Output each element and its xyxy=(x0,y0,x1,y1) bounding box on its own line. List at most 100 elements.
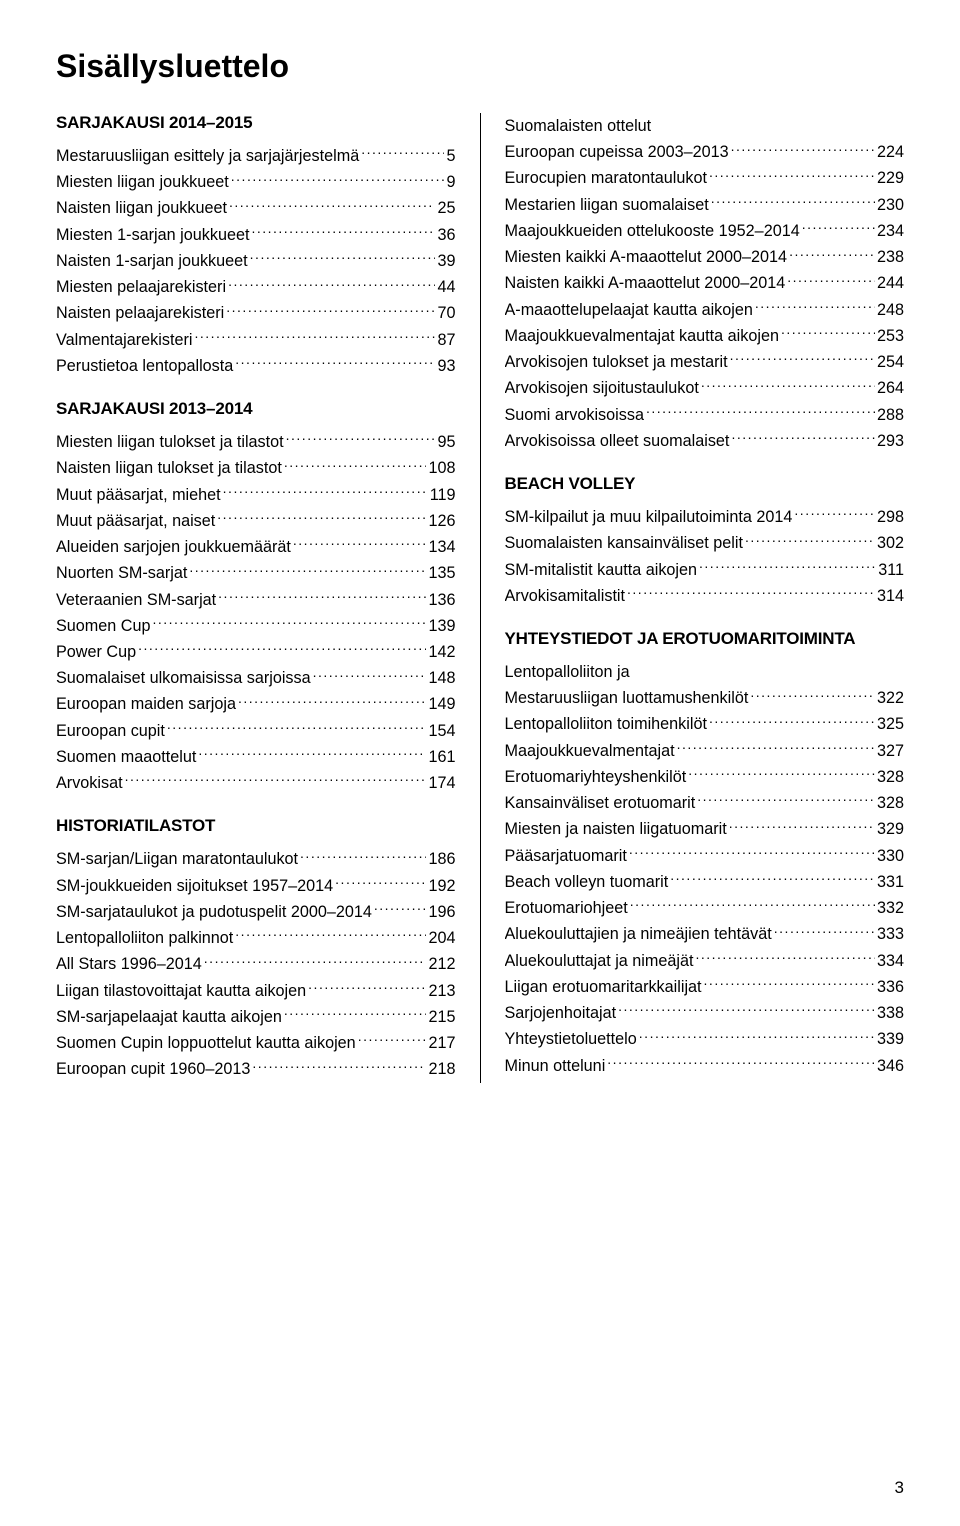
toc-page: 36 xyxy=(437,222,455,248)
toc-page: 192 xyxy=(428,873,455,899)
toc-dots xyxy=(789,246,875,262)
toc-row: Naisten liigan tulokset ja tilastot108 xyxy=(56,455,456,481)
toc-row: Erotuomariohjeet332 xyxy=(505,895,905,921)
page-title: Sisällysluettelo xyxy=(56,48,904,85)
toc-page: 339 xyxy=(877,1026,904,1052)
toc-page: 327 xyxy=(877,738,904,764)
toc-label: Euroopan cupeissa 2003–2013 xyxy=(505,139,729,165)
toc-dots xyxy=(627,585,875,601)
toc-label: Sarjojenhoitajat xyxy=(505,1000,617,1026)
toc-dots xyxy=(704,976,875,992)
toc-page: 224 xyxy=(877,139,904,165)
toc-label: Aluekouluttajien ja nimeäjien tehtävät xyxy=(505,921,772,947)
toc-row: Sarjojenhoitajat 338 xyxy=(505,1000,905,1026)
toc-page: 346 xyxy=(877,1053,904,1079)
toc-dots xyxy=(300,848,426,864)
toc-row: Euroopan cupeissa 2003–2013 224 xyxy=(505,139,905,165)
toc-page: 338 xyxy=(877,1000,904,1026)
toc-dots xyxy=(755,298,875,314)
toc-page: 119 xyxy=(430,482,456,508)
toc-row: SM-sarjan/Liigan maratontaulukot186 xyxy=(56,846,456,872)
toc-page: 196 xyxy=(428,899,455,925)
toc-page: 213 xyxy=(428,978,455,1004)
toc-dots xyxy=(697,792,875,808)
toc-label: Aluekouluttajat ja nimeäjät xyxy=(505,948,694,974)
toc-row: Aluekouluttajat ja nimeäjät 334 xyxy=(505,948,905,974)
toc-dots xyxy=(125,772,427,788)
toc-label: Arvokisoissa olleet suomalaiset xyxy=(505,428,730,454)
toc-label: Erotuomariohjeet xyxy=(505,895,628,921)
toc-page: 298 xyxy=(877,504,904,530)
toc-label: Naisten 1-sarjan joukkueet xyxy=(56,248,248,274)
toc-label: Eurocupien maratontaulukot xyxy=(505,165,707,191)
toc-row: Arvokisojen sijoitustaulukot264 xyxy=(505,375,905,401)
toc-label: Minun otteluni xyxy=(505,1053,606,1079)
toc-row: Liigan tilastovoittajat kautta aikojen21… xyxy=(56,978,456,1004)
toc-label: SM-sarjataulukot ja pudotuspelit 2000–20… xyxy=(56,899,372,925)
toc-dots xyxy=(335,874,426,890)
toc-dots xyxy=(618,1002,875,1018)
toc-page: 264 xyxy=(877,375,904,401)
toc-page: 325 xyxy=(877,711,904,737)
toc-page: 230 xyxy=(877,192,904,218)
toc-row: Lentopalloliiton palkinnot204 xyxy=(56,925,456,951)
toc-row: SM-sarjapelaajat kautta aikojen215 xyxy=(56,1004,456,1030)
toc-row: Arvokisat174 xyxy=(56,770,456,796)
toc-page: 134 xyxy=(428,534,455,560)
toc-page: 108 xyxy=(428,455,455,481)
toc-row: Naisten pelaajarekisteri70 xyxy=(56,300,456,326)
toc-page: 334 xyxy=(877,948,904,974)
toc-page: 238 xyxy=(877,244,904,270)
toc-page: 234 xyxy=(877,218,904,244)
toc-label: Miesten liigan tulokset ja tilastot xyxy=(56,429,284,455)
toc-label: SM-joukkueiden sijoitukset 1957–2014 xyxy=(56,873,333,899)
toc-row: Arvokisoissa olleet suomalaiset293 xyxy=(505,428,905,454)
toc-label: Miesten 1-sarjan joukkueet xyxy=(56,222,249,248)
toc-label: Muut pääsarjat, naiset xyxy=(56,508,215,534)
toc-row: Valmentajarekisteri87 xyxy=(56,327,456,353)
toc-label: Beach volleyn tuomarit xyxy=(505,869,669,895)
toc-row: Miesten kaikki A-maaottelut 2000–2014238 xyxy=(505,244,905,270)
toc-page: 149 xyxy=(428,691,455,717)
toc-row: Suomen Cup139 xyxy=(56,613,456,639)
toc-dots xyxy=(358,1032,427,1048)
toc-dots xyxy=(204,953,427,969)
toc-label: Nuorten SM-sarjat xyxy=(56,560,187,586)
toc-label: Power Cup xyxy=(56,639,136,665)
toc-page: 212 xyxy=(428,951,455,977)
toc-row: Minun otteluni 346 xyxy=(505,1053,905,1079)
toc-label: Veteraanien SM-sarjat xyxy=(56,587,216,613)
toc-dots xyxy=(226,302,435,318)
toc-dots xyxy=(630,897,875,913)
toc-dots xyxy=(709,713,875,729)
toc-label: Miesten ja naisten liigatuomarit xyxy=(505,816,727,842)
toc-page: 9 xyxy=(446,169,455,195)
toc-label: SM-sarjapelaajat kautta aikojen xyxy=(56,1004,282,1030)
toc-label: All Stars 1996–2014 xyxy=(56,951,202,977)
toc-label: Maajoukkuevalmentajat xyxy=(505,738,675,764)
toc-dots xyxy=(284,1006,427,1022)
toc-dots xyxy=(138,641,426,657)
toc-dots xyxy=(639,1028,875,1044)
toc-page: 148 xyxy=(428,665,455,691)
toc-column-right: Suomalaisten ottelut Euroopan cupeissa 2… xyxy=(480,113,905,1083)
toc-column-left: SARJAKAUSI 2014–2015 Mestaruusliigan esi… xyxy=(56,113,480,1083)
toc-label: Perustietoa lentopallosta xyxy=(56,353,233,379)
toc-row: Kansainväliset erotuomarit328 xyxy=(505,790,905,816)
toc-row: Yhteystietoluettelo339 xyxy=(505,1026,905,1052)
toc-dots xyxy=(774,923,875,939)
toc-row: Suomen Cupin loppuottelut kautta aikojen… xyxy=(56,1030,456,1056)
toc-label: Euroopan cupit xyxy=(56,718,165,744)
toc-row: SM-sarjataulukot ja pudotuspelit 2000–20… xyxy=(56,899,456,925)
toc-row: Maajoukkueiden ottelukooste 1952–2014234 xyxy=(505,218,905,244)
toc-label: Arvokisamitalistit xyxy=(505,583,626,609)
toc-dots xyxy=(194,328,435,344)
toc-row: SM-kilpailut ja muu kilpailutoiminta 201… xyxy=(505,504,905,530)
toc-label: Naisten liigan joukkueet xyxy=(56,195,227,221)
toc-label: Pääsarjatuomarit xyxy=(505,843,627,869)
toc-row: Lentopalloliiton toimihenkilöt325 xyxy=(505,711,905,737)
toc-row: Maajoukkuevalmentajat 327 xyxy=(505,738,905,764)
toc-row: Power Cup142 xyxy=(56,639,456,665)
toc-label: Muut pääsarjat, miehet xyxy=(56,482,221,508)
toc-dots xyxy=(361,145,444,161)
